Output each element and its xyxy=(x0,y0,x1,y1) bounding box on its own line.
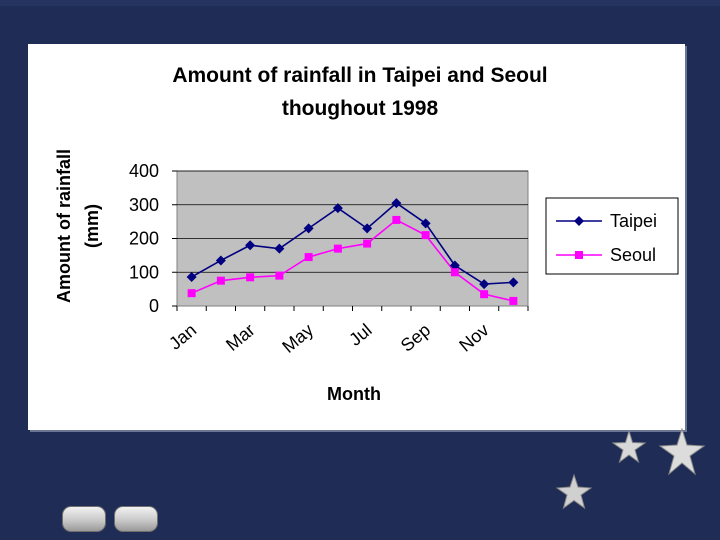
legend-marker-seoul xyxy=(575,251,583,259)
y-tick-label: 400 xyxy=(129,161,159,181)
data-point-taipei xyxy=(303,223,314,234)
rainfall-chart: Amount of rainfall in Taipei and Seoul t… xyxy=(54,64,679,404)
chart-title-line-1: Amount of rainfall in Taipei and Seoul xyxy=(172,64,547,87)
legend-label-seoul: Seoul xyxy=(610,245,656,265)
data-point-taipei xyxy=(274,243,285,254)
y-tick-label: 200 xyxy=(129,229,159,249)
data-point-seoul xyxy=(480,290,489,299)
data-point-seoul xyxy=(421,231,430,240)
legend-marker-taipei xyxy=(574,216,584,226)
x-tick-label: Mar xyxy=(222,320,259,355)
star-icon xyxy=(658,428,706,476)
data-point-seoul xyxy=(246,273,255,282)
data-point-taipei xyxy=(245,240,256,251)
data-point-seoul xyxy=(509,296,518,305)
data-point-seoul xyxy=(304,253,313,262)
x-tick-label: Jul xyxy=(345,320,375,350)
data-point-seoul xyxy=(275,271,284,280)
data-point-taipei xyxy=(479,279,490,290)
data-point-taipei xyxy=(215,255,226,266)
legend-label-taipei: Taipei xyxy=(610,211,657,231)
y-tick-label: 300 xyxy=(129,195,159,215)
series-line-seoul xyxy=(191,218,514,302)
y-axis-label-line-2: (mm) xyxy=(82,204,102,248)
chart-panel: Amount of rainfall in Taipei and Seoul t… xyxy=(28,44,685,430)
data-point-seoul xyxy=(450,268,459,277)
data-point-taipei xyxy=(508,277,519,288)
x-tick-label: Nov xyxy=(455,320,492,356)
data-point-taipei xyxy=(362,223,373,234)
chart-title-line-2: thoughout 1998 xyxy=(282,97,439,120)
x-axis-label: Month xyxy=(327,384,381,404)
data-point-taipei xyxy=(332,203,343,214)
y-axis-label-line-1: Amount of rainfall xyxy=(54,149,74,303)
y-tick-label: 0 xyxy=(149,296,159,316)
legend-box xyxy=(545,197,679,275)
data-point-taipei xyxy=(420,218,431,229)
x-tick-label: May xyxy=(278,320,317,357)
series-line-taipei xyxy=(191,202,514,285)
next-slide-button[interactable] xyxy=(114,506,158,532)
data-point-seoul xyxy=(363,239,372,248)
star-icon xyxy=(612,430,646,464)
previous-slide-button[interactable] xyxy=(62,506,106,532)
slide-top-stripe xyxy=(0,0,720,6)
data-point-seoul xyxy=(216,276,225,285)
x-tick-label: Jan xyxy=(165,320,200,354)
data-point-taipei xyxy=(186,271,197,282)
data-point-taipei xyxy=(449,260,460,271)
data-point-seoul xyxy=(333,244,342,253)
star-icon xyxy=(556,474,592,510)
data-point-taipei xyxy=(391,198,402,209)
y-tick-label: 100 xyxy=(129,262,159,282)
data-point-seoul xyxy=(392,215,401,224)
data-point-seoul xyxy=(187,289,196,298)
x-tick-label: Sep xyxy=(397,320,434,356)
